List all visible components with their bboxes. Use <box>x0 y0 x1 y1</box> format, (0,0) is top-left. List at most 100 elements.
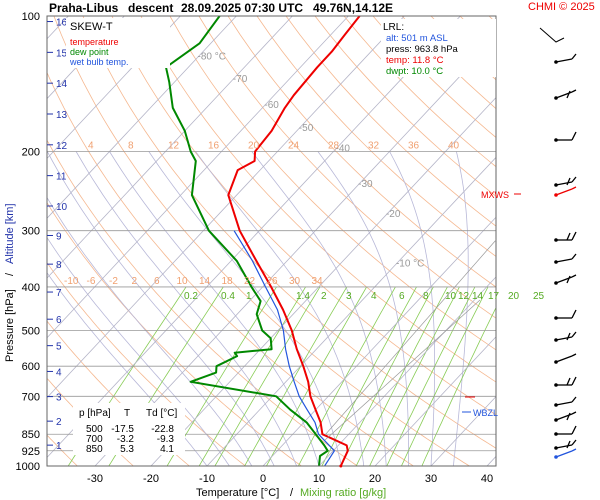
temperature-tick-label: -30 <box>87 473 103 485</box>
isotherm <box>47 16 293 279</box>
dry-adiabat-label: 24 <box>288 140 300 151</box>
dry-adiabat-label: 36 <box>408 140 420 151</box>
isotherm-label: -80 °C <box>198 52 226 63</box>
moist-adiabat-label: 2 <box>132 276 138 287</box>
wind-barb-feather <box>571 439 577 446</box>
wind-barb-feather <box>571 131 577 141</box>
header-station: Praha-Libus <box>49 1 119 15</box>
isotherm-label: -30 <box>358 179 373 190</box>
lrl-press: press: 963.8 hPa <box>386 44 459 55</box>
altitude-tick-label: 3 <box>56 393 62 404</box>
temperature-tick-label: -10 <box>199 473 215 485</box>
legend-temperature: temperature <box>70 37 119 47</box>
wind-barb-dot <box>554 238 558 242</box>
table-header-td: Td [°C] <box>146 408 177 419</box>
lrl-title: LRL: <box>383 22 404 33</box>
moist-adiabat-label: 18 <box>222 276 234 287</box>
isotherm <box>47 16 181 160</box>
table-cell: -17.5 <box>111 424 134 435</box>
dry-adiabat <box>459 16 496 52</box>
wind-barb <box>555 58 573 63</box>
isotherm <box>486 455 496 466</box>
isotherm <box>47 16 349 339</box>
wind-barb <box>555 181 573 186</box>
series-lines <box>165 16 361 466</box>
altitude-tick-label: 2 <box>56 417 62 428</box>
moist-adiabat-label: -6 <box>87 276 96 287</box>
pressure-tick-label: 500 <box>22 326 40 338</box>
wind-barb <box>539 27 565 43</box>
header-position: 49.76N,14.12E <box>313 1 393 15</box>
moist-adiabat-label: 14 <box>199 276 211 287</box>
dry-adiabat-label: 40 <box>448 140 460 151</box>
wind-barb-feather <box>571 411 577 415</box>
wind-barb-feather <box>571 376 577 386</box>
pressure-tick-label: 200 <box>22 146 40 158</box>
altitude-tick-label: 6 <box>56 315 62 326</box>
table-cell: -9.3 <box>157 434 175 445</box>
altitude-tick-label: 10 <box>56 202 68 213</box>
wind-barb-dot <box>554 403 558 407</box>
altitude-tick-label: 12 <box>56 141 68 152</box>
table-cell: -3.2 <box>117 434 135 445</box>
moist-adiabat-label: -10 <box>64 276 79 287</box>
dry-adiabat <box>256 16 496 257</box>
mixing-ratio-label: 3 <box>346 291 352 302</box>
wind-barb-dot <box>554 432 558 436</box>
mixing-ratio-label: 10 <box>445 291 457 302</box>
mixing-ratio-label: 20 <box>508 291 520 302</box>
isotherm <box>47 16 237 219</box>
altitude-tick-label: 1 <box>56 441 62 452</box>
wind-barb-feather <box>571 353 577 357</box>
legend-wet-bulb: wet bulb temp. <box>69 57 129 67</box>
pressure-tick-label: 925 <box>22 446 40 458</box>
wind-barb-dot <box>554 316 558 320</box>
table-cell: 700 <box>86 434 103 445</box>
altitude-tick-label: 5 <box>56 342 62 353</box>
altitude-tick-label: 4 <box>56 367 62 378</box>
isotherm-label: -10 °C <box>396 258 424 269</box>
isotherm <box>318 276 496 466</box>
mixing-ratio-line <box>340 286 434 466</box>
dry-adiabat <box>198 16 496 319</box>
isotherm <box>374 336 496 466</box>
altitude-tick-label: 16 <box>56 18 68 29</box>
wind-barb <box>555 444 573 449</box>
moist-adiabat-label: 34 <box>312 276 324 287</box>
table-cell: 5.3 <box>120 444 134 455</box>
mixing-ratio-label: 1.4 <box>296 291 310 302</box>
xlabel-temp: Temperature [°C] <box>196 487 279 499</box>
mixing-ratio-label: 0.4 <box>221 291 235 302</box>
table-header-p: p [hPa] <box>79 408 111 419</box>
wind-barb-feather <box>571 309 577 319</box>
table-header-t: T <box>124 408 130 419</box>
dry-adiabat-label: 4 <box>88 140 94 151</box>
wind-barb-dot <box>554 418 558 422</box>
temperature-tick-label: 0 <box>260 473 266 485</box>
mixing-ratio-label: 14 <box>472 291 484 302</box>
moist-adiabat-label: 26 <box>267 276 279 287</box>
moist-adiabat-label: 30 <box>289 276 301 287</box>
wind-barb-feather <box>571 53 577 60</box>
wind-barb-feather <box>571 186 577 190</box>
plot-frame <box>46 15 497 467</box>
wind-barb-feather <box>566 377 571 386</box>
table-cell: -22.8 <box>151 424 174 435</box>
altitude-tick-label: 8 <box>56 260 62 271</box>
altitude-tick-label: 14 <box>56 79 68 90</box>
wind-barb-feather <box>571 253 577 260</box>
altitude-tick-label: 9 <box>56 231 62 242</box>
dewpoint-line <box>165 16 329 466</box>
wind-barb-feather <box>571 448 577 452</box>
pressure-tick-label: 100 <box>22 11 40 23</box>
wetbulb-line <box>233 230 335 466</box>
wind-barb-dot <box>554 96 558 100</box>
mxws-label: MXWS <box>481 190 509 200</box>
dry-adiabat <box>169 16 496 351</box>
lrl-box <box>381 19 496 77</box>
isotherm <box>262 216 496 466</box>
wind-barb-feather <box>571 231 577 241</box>
header-flight: descent <box>128 1 173 15</box>
wind-barb <box>555 401 573 406</box>
